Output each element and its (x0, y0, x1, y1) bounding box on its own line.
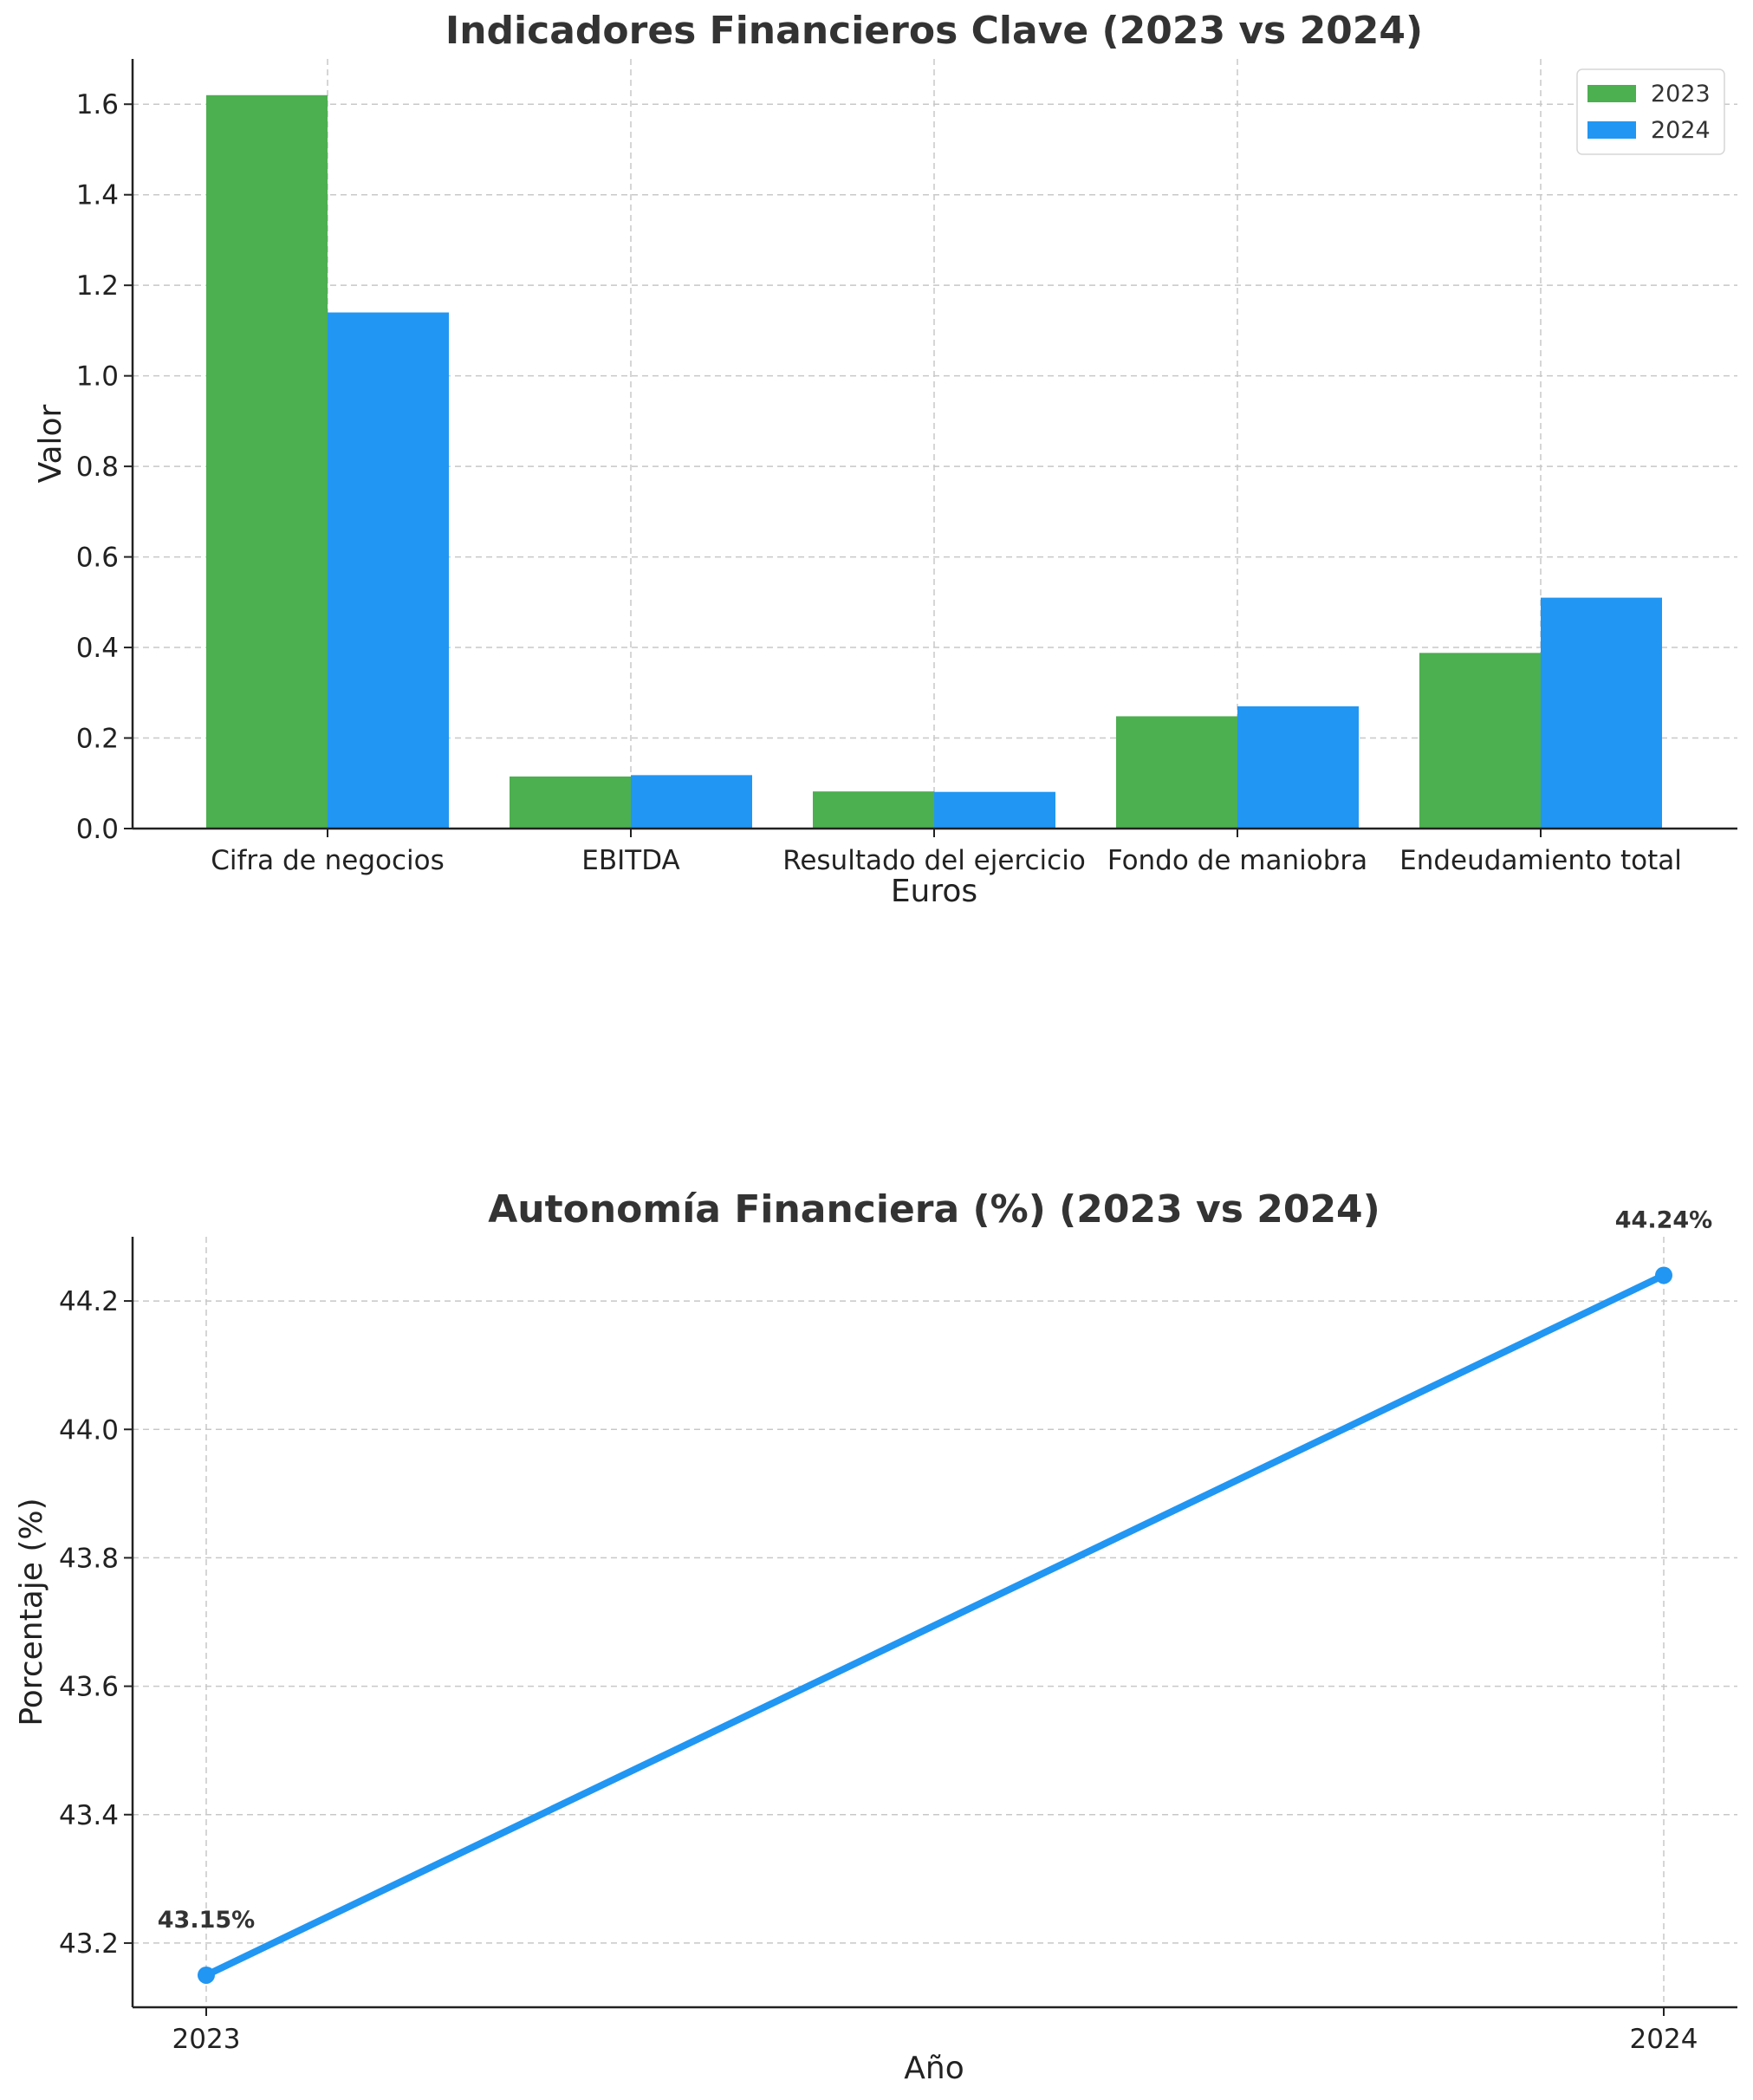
chart2-x-axis-label: Año (904, 2051, 964, 2086)
bar-2024-resultado-del-ejercicio (934, 791, 1055, 829)
bar-2023-fondo-de-maniobra (1116, 716, 1237, 829)
chart1-x-tick-label: Cifra de negocios (211, 845, 445, 876)
chart1-y-tick-label: 0.0 (76, 814, 119, 845)
chart1-x-tick-label: Fondo de maniobra (1107, 845, 1367, 876)
chart1-y-ticks: 0.0 0.2 0.4 0.6 0.8 1.0 1.2 1.4 1.6 (76, 89, 133, 845)
chart1-x-tick-label: Resultado del ejercicio (782, 845, 1086, 876)
chart1-x-tick-label: EBITDA (581, 845, 679, 876)
bar-2023-ebitda (510, 776, 631, 829)
bar-2023-resultado-del-ejercicio (813, 791, 934, 829)
data-point-2023 (198, 1966, 215, 1984)
legend-swatch-2023 (1587, 85, 1636, 102)
chart1-bars (206, 94, 1662, 829)
chart2-y-axis-label: Porcentaje (%) (14, 1498, 49, 1726)
chart2-y-tick-label: 44.2 (59, 1286, 119, 1317)
bar-2023-endeudamiento-total (1419, 653, 1541, 829)
chart1-legend: 2023 2024 (1576, 68, 1725, 155)
chart1-x-tick-label: Endeudamiento total (1399, 845, 1682, 876)
chart1-y-tick-label: 1.0 (76, 361, 119, 393)
line-chart: Autonomía Financiera (%) (2023 vs 2024) … (14, 1187, 1737, 2086)
chart1-y-tick-label: 1.2 (76, 270, 119, 302)
chart1-title: Indicadores Financieros Clave (2023 vs 2… (445, 9, 1423, 53)
chart2-y-tick-label: 43.2 (59, 1928, 119, 1960)
data-point-2024 (1655, 1266, 1672, 1284)
chart1-grid (133, 59, 1737, 829)
chart2-x-tick-label: 2024 (1630, 2024, 1698, 2055)
data-label-2024: 44.24% (1615, 1206, 1712, 1233)
chart1-y-tick-label: 1.4 (76, 180, 119, 211)
chart1-y-tick-label: 0.8 (76, 452, 119, 483)
chart2-axes (131, 1237, 1737, 2009)
chart2-y-tick-label: 43.6 (59, 1672, 119, 1703)
series-line (203, 1271, 1667, 1979)
data-label-2023: 43.15% (158, 1907, 255, 1934)
bar-2024-cifra-de-negocios (328, 312, 449, 829)
chart2-x-ticks: 2023 2024 (172, 2007, 1698, 2055)
chart2-grid (133, 1237, 1737, 2007)
bar-2024-endeudamiento-total (1541, 597, 1662, 829)
chart2-y-tick-label: 43.4 (59, 1800, 119, 1831)
chart1-x-axis-label: Euros (891, 874, 977, 909)
chart2-series: 43.15% 44.24% (158, 1206, 1712, 1984)
chart2-y-tick-label: 44.0 (59, 1414, 119, 1446)
chart2-y-tick-label: 43.8 (59, 1543, 119, 1574)
chart2-x-tick-label: 2023 (172, 2024, 241, 2055)
bar-2023-cifra-de-negocios (206, 94, 328, 829)
bar-2024-ebitda (631, 775, 752, 829)
chart1-y-axis-label: Valor (33, 404, 68, 483)
chart1-y-tick-label: 1.6 (76, 89, 119, 120)
bar-chart: Indicadores Financieros Clave (2023 vs 2… (33, 9, 1737, 909)
chart1-y-tick-label: 0.4 (76, 633, 119, 664)
chart1-y-tick-label: 0.6 (76, 543, 119, 574)
legend-label-2023: 2023 (1651, 81, 1711, 107)
chart1-x-ticks: Cifra de negocios EBITDA Resultado del eje… (211, 829, 1682, 876)
chart2-title: Autonomía Financiera (%) (2023 vs 2024) (488, 1187, 1380, 1232)
chart1-y-tick-label: 0.2 (76, 724, 119, 755)
legend-swatch-2024 (1587, 121, 1636, 139)
legend-label-2024: 2024 (1651, 117, 1711, 144)
chart2-y-ticks: 43.2 43.4 43.6 43.8 44.0 44.2 (59, 1286, 133, 1960)
bar-2024-fondo-de-maniobra (1237, 705, 1359, 829)
